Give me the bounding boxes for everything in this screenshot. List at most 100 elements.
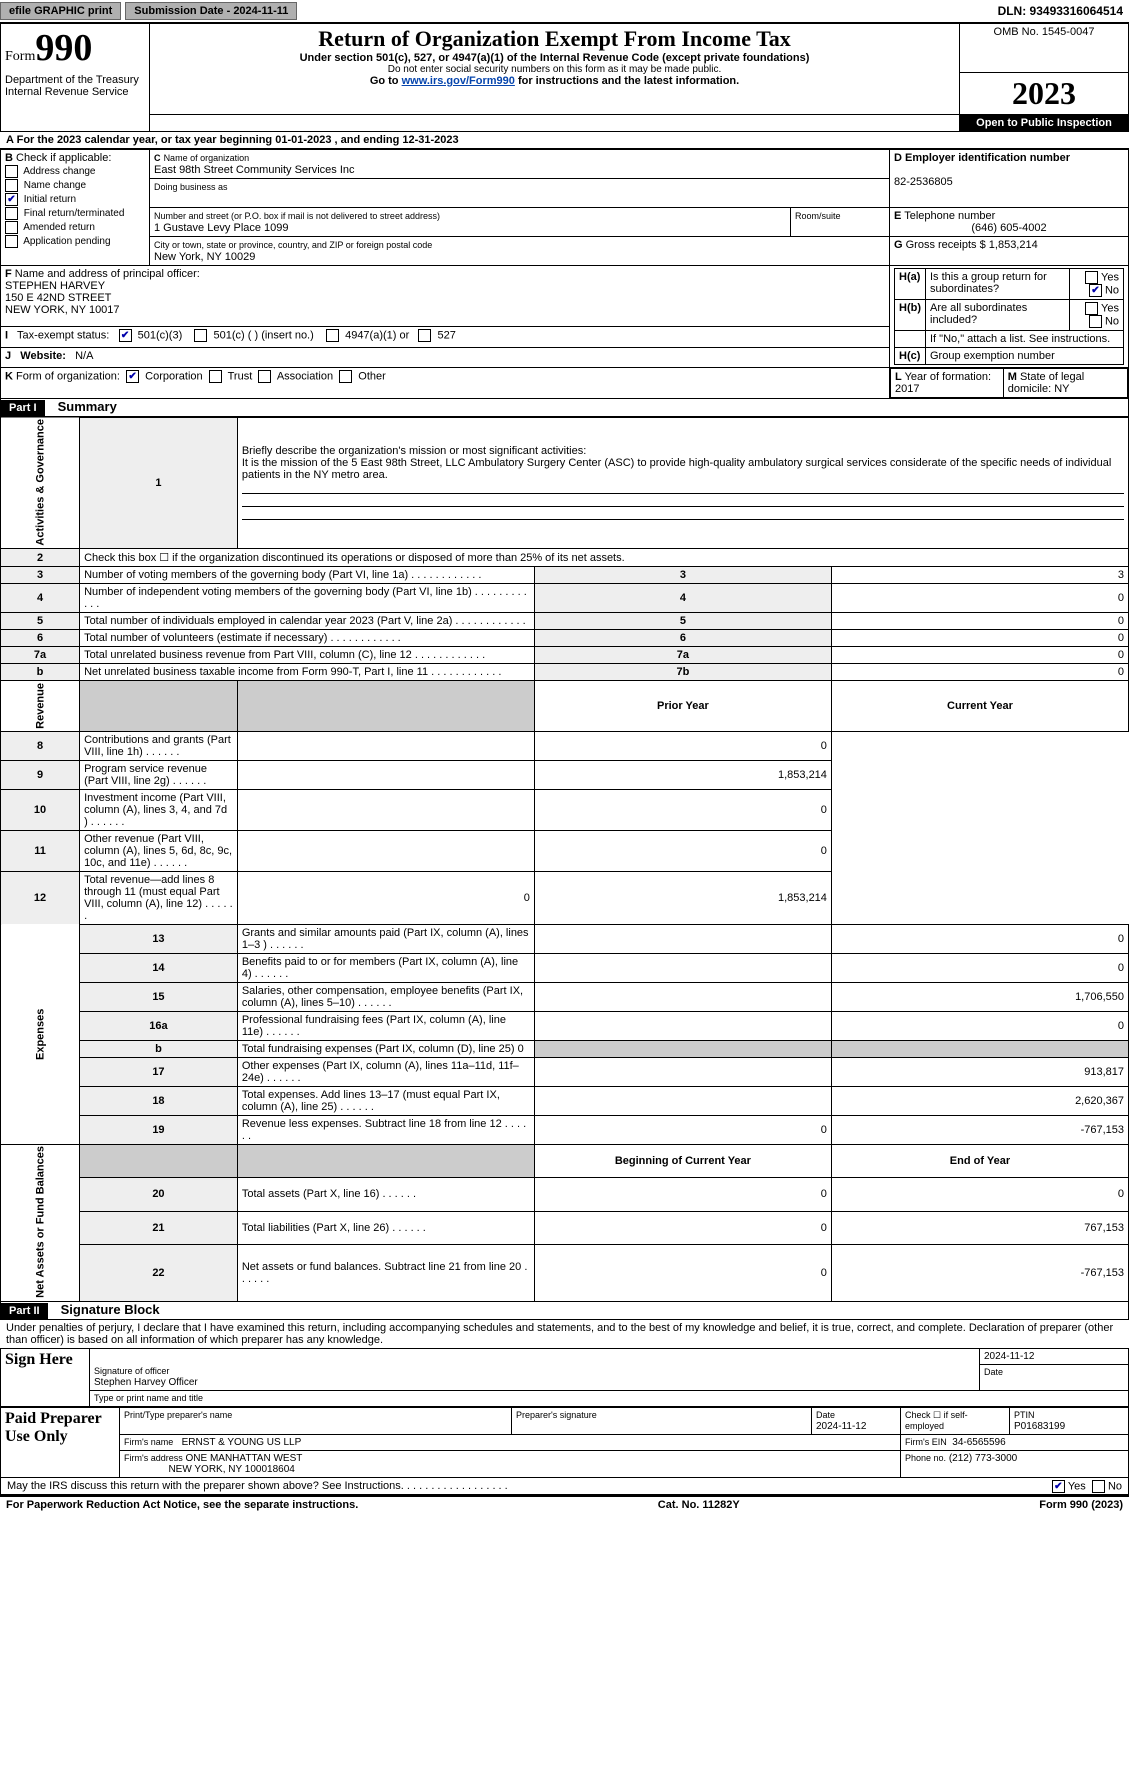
hb-no-chk[interactable] [1089, 315, 1102, 328]
corp-chk[interactable] [126, 370, 139, 383]
checkbox-icon[interactable] [5, 193, 18, 206]
o3: 4947(a)(1) or [345, 329, 409, 341]
dba-lbl: Doing business as [154, 182, 228, 192]
hb-yes-chk[interactable] [1085, 302, 1098, 315]
row-text: Total liabilities (Part X, line 26) [237, 1211, 534, 1244]
dno: No [1108, 1481, 1122, 1493]
row-val: 3 [831, 567, 1128, 584]
checkbox-icon[interactable] [5, 221, 18, 234]
527-chk[interactable] [418, 329, 431, 342]
paid-lbl: Paid Preparer Use Only [5, 1410, 101, 1445]
checkbox-icon[interactable] [5, 235, 18, 248]
row-text: Total fundraising expenses (Part IX, col… [237, 1040, 534, 1057]
row-box: 7a [534, 647, 831, 664]
curr-val: 767,153 [831, 1211, 1128, 1244]
curr-val: 1,853,214 [534, 871, 831, 924]
o4: 527 [438, 329, 456, 341]
prior-val [534, 924, 831, 953]
row-num: b [80, 1040, 238, 1057]
goto-pre: Go to [370, 75, 402, 87]
curr-val: 0 [831, 924, 1128, 953]
prior-hdr: Prior Year [534, 681, 831, 732]
chk-b-item[interactable]: Amended return [5, 221, 145, 234]
ha-yes-chk[interactable] [1085, 271, 1098, 284]
yof-lbl: Year of formation: [905, 371, 991, 383]
submission-button[interactable]: Submission Date - 2024-11-11 [125, 2, 297, 20]
open-public-badge: Open to Public Inspection [960, 114, 1129, 131]
footer-c: Cat. No. 11282Y [658, 1499, 740, 1511]
col-hdr: End of Year [831, 1144, 1128, 1177]
row-text: Total assets (Part X, line 16) [237, 1178, 534, 1211]
checkbox-icon[interactable] [5, 207, 18, 220]
row-text: Number of independent voting members of … [80, 584, 535, 613]
trust-chk[interactable] [209, 370, 222, 383]
summary-table: Activities & Governance 1 Briefly descri… [0, 417, 1129, 1302]
curr-hdr: Current Year [831, 681, 1128, 732]
501c-chk[interactable] [194, 329, 207, 342]
curr-val: 0 [534, 731, 831, 760]
tel-val: (646) 605-4002 [894, 222, 1124, 234]
phone-lbl: Phone no. [905, 1453, 946, 1463]
print-lbl: Print/Type preparer's name [124, 1410, 232, 1420]
other-chk[interactable] [339, 370, 352, 383]
row-text: Contributions and grants (Part VIII, lin… [80, 731, 238, 760]
ha-no-chk[interactable] [1089, 284, 1102, 297]
box-i-label: I [5, 329, 8, 341]
row-text: Program service revenue (Part VIII, line… [80, 760, 238, 789]
chk-b-item[interactable]: Name change [5, 179, 145, 192]
row-num: 20 [80, 1178, 238, 1211]
discuss-no-chk[interactable] [1092, 1480, 1105, 1493]
omb-label: OMB No. 1545-0047 [960, 24, 1129, 73]
row-num: 18 [80, 1086, 238, 1115]
firm-ein-lbl: Firm's EIN [905, 1437, 947, 1447]
row-text: Grants and similar amounts paid (Part IX… [237, 924, 534, 953]
row-num: 4 [1, 584, 80, 613]
sign-here-lbl: Sign Here [5, 1351, 73, 1368]
box-b-caption: Check if applicable: [16, 152, 111, 164]
row-text: Total revenue—add lines 8 through 11 (mu… [80, 871, 238, 924]
firm-name-lbl: Firm's name [124, 1437, 173, 1447]
chk-b-item[interactable]: Initial return [5, 193, 145, 206]
irs-label: Internal Revenue Service [5, 86, 145, 98]
box-d-label: D [894, 152, 902, 164]
row-val: 0 [831, 613, 1128, 630]
4947-chk[interactable] [326, 329, 339, 342]
domicile-lbl: State of legal domicile: [1008, 371, 1084, 395]
pdate-lbl: Date [816, 1410, 835, 1420]
row-num: 9 [1, 760, 80, 789]
top-bar: efile GRAPHIC print Submission Date - 20… [0, 0, 1129, 23]
chk-b-item[interactable]: Final return/terminated [5, 207, 145, 220]
curr-val: 0 [831, 953, 1128, 982]
assoc-chk[interactable] [258, 370, 271, 383]
row-text: Other revenue (Part VIII, column (A), li… [80, 830, 238, 871]
chk-b-item[interactable]: Address change [5, 165, 145, 178]
goto-post: for instructions and the latest informat… [515, 75, 739, 87]
ptin-lbl: PTIN [1014, 1410, 1035, 1420]
irs-link[interactable]: www.irs.gov/Form990 [402, 75, 515, 87]
q1-ans: It is the mission of the 5 East 98th Str… [242, 457, 1111, 481]
curr-val: -767,153 [831, 1244, 1128, 1301]
row-box: 4 [534, 584, 831, 613]
officer-l1: STEPHEN HARVEY [5, 280, 105, 292]
k2: Trust [228, 370, 253, 382]
addr-lbl: Number and street (or P.O. box if mail i… [154, 211, 440, 221]
discuss-yes-chk[interactable] [1052, 1480, 1065, 1493]
paid-preparer-table: Paid Preparer Use Only Print/Type prepar… [0, 1407, 1129, 1478]
chk-b-item[interactable]: Application pending [5, 235, 145, 248]
checkbox-icon[interactable] [5, 179, 18, 192]
row-text: Professional fundraising fees (Part IX, … [237, 1011, 534, 1040]
prior-val: 0 [534, 1115, 831, 1144]
row-num: 11 [1, 830, 80, 871]
hc-lbl: H(c) [895, 347, 926, 364]
row-text: Salaries, other compensation, employee b… [237, 982, 534, 1011]
prior-val [237, 760, 534, 789]
checkbox-icon[interactable] [5, 165, 18, 178]
box-g-label: G [894, 239, 903, 251]
row-num: 10 [1, 789, 80, 830]
no-lbl2: No [1105, 315, 1119, 327]
row-text: Investment income (Part VIII, column (A)… [80, 789, 238, 830]
part1-title: Summary [48, 399, 117, 414]
efile-button[interactable]: efile GRAPHIC print [0, 2, 121, 20]
form-number: 990 [35, 27, 92, 69]
501c3-chk[interactable] [119, 329, 132, 342]
